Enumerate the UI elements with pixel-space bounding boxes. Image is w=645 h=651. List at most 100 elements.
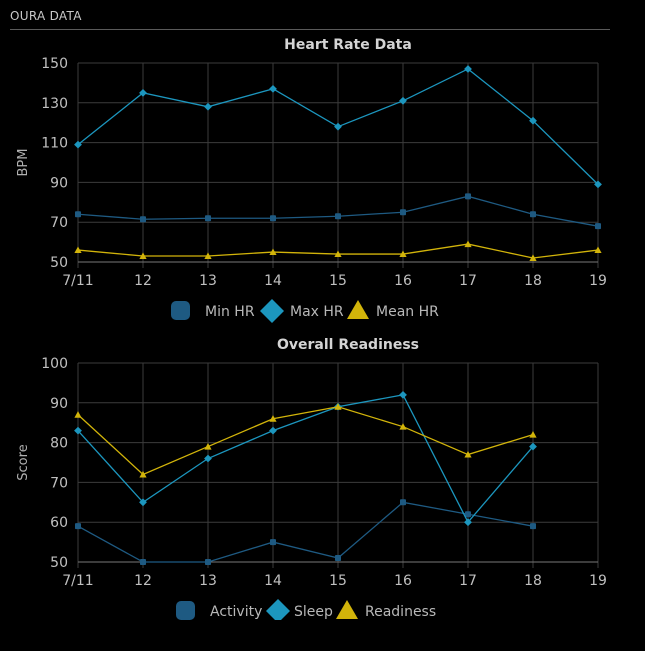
data-point xyxy=(594,246,602,254)
data-point xyxy=(529,442,537,451)
panel-divider xyxy=(10,29,610,30)
data-point xyxy=(139,498,147,507)
y-tick-label: 60 xyxy=(50,515,68,531)
data-point xyxy=(204,252,212,260)
x-tick-label: 7/11 xyxy=(62,273,93,289)
data-point xyxy=(269,248,277,256)
y-tick-label: 150 xyxy=(41,56,68,72)
data-point xyxy=(74,140,82,149)
y-tick-label: 130 xyxy=(41,96,68,112)
data-point xyxy=(530,523,536,530)
legend-label: Min HR xyxy=(205,304,255,320)
data-point xyxy=(75,523,81,530)
data-point xyxy=(334,250,342,258)
data-point xyxy=(205,559,211,565)
data-point xyxy=(139,252,147,260)
x-tick-label: 14 xyxy=(264,273,282,289)
data-point xyxy=(139,88,147,97)
data-point xyxy=(399,96,407,105)
x-tick-label: 17 xyxy=(459,273,477,289)
chart-title: Overall Readiness xyxy=(277,337,419,353)
data-point xyxy=(205,215,211,222)
data-point xyxy=(270,215,276,222)
x-tick-label: 19 xyxy=(589,573,607,589)
legend-square-icon xyxy=(171,301,190,320)
series-line-readiness xyxy=(77,406,534,476)
y-axis-label: Score xyxy=(16,444,31,480)
x-tick-label: 18 xyxy=(524,573,542,589)
x-tick-label: 13 xyxy=(199,273,217,289)
y-tick-label: 90 xyxy=(50,175,68,191)
data-point xyxy=(465,193,471,200)
data-point xyxy=(529,116,537,125)
legend-label: Sleep xyxy=(294,604,333,620)
data-point xyxy=(335,555,341,562)
data-point xyxy=(464,518,472,527)
data-point xyxy=(74,411,82,418)
legend-label: Mean HR xyxy=(376,304,439,320)
data-point xyxy=(399,390,407,399)
data-point xyxy=(204,102,212,111)
x-tick-label: 15 xyxy=(329,573,347,589)
y-tick-label: 80 xyxy=(50,436,68,452)
x-tick-label: 14 xyxy=(264,573,282,589)
data-point xyxy=(269,84,277,93)
panel-title: OURA DATA xyxy=(10,9,82,23)
data-point xyxy=(140,559,146,565)
x-tick-label: 12 xyxy=(134,273,152,289)
series-line-activity xyxy=(77,501,534,563)
data-point xyxy=(529,254,537,262)
x-tick-label: 13 xyxy=(199,573,217,589)
y-tick-label: 100 xyxy=(41,356,68,372)
data-point xyxy=(399,423,407,430)
data-point xyxy=(74,426,82,435)
y-tick-label: 90 xyxy=(50,396,68,412)
data-point xyxy=(464,240,472,248)
legend-diamond-icon xyxy=(266,599,290,620)
y-tick-label: 110 xyxy=(41,136,68,152)
x-tick-label: 16 xyxy=(394,273,412,289)
data-point xyxy=(464,65,472,73)
data-point xyxy=(529,431,537,438)
chart-title: Heart Rate Data xyxy=(284,37,412,53)
data-point xyxy=(269,426,277,435)
x-tick-label: 12 xyxy=(134,573,152,589)
data-point xyxy=(74,246,82,254)
y-tick-label: 70 xyxy=(50,215,68,231)
x-tick-label: 7/11 xyxy=(62,573,93,589)
y-tick-label: 50 xyxy=(50,255,68,271)
legend-label: Max HR xyxy=(290,304,344,320)
data-point xyxy=(75,211,81,218)
legend-label: Activity xyxy=(210,604,262,620)
data-point xyxy=(530,211,536,218)
data-point xyxy=(465,511,471,518)
heart-rate-chart: Heart Rate Data 50 70 90 110 130 150 7/11 12 13 14… xyxy=(16,37,607,323)
y-axis-label: BPM xyxy=(16,149,31,177)
data-point xyxy=(335,213,341,220)
data-point xyxy=(270,539,276,546)
data-point xyxy=(334,403,342,410)
x-tick-label: 18 xyxy=(524,273,542,289)
legend-triangle-icon xyxy=(347,300,369,319)
data-point xyxy=(139,470,147,478)
legend-triangle-icon xyxy=(336,600,358,619)
data-point xyxy=(204,442,212,450)
legend-label: Readiness xyxy=(365,604,436,620)
data-point xyxy=(204,454,212,463)
readiness-chart: Overall Readiness 50 60 70 80 90 100 7/11 12 13 14… xyxy=(16,337,607,620)
data-point xyxy=(594,180,602,189)
data-point xyxy=(464,450,472,458)
data-point xyxy=(140,216,146,223)
data-point xyxy=(595,223,601,230)
y-tick-label: 50 xyxy=(50,555,68,571)
legend-diamond-icon xyxy=(260,299,284,323)
data-point xyxy=(399,250,407,258)
x-tick-label: 16 xyxy=(394,573,412,589)
data-point xyxy=(269,415,277,422)
x-tick-label: 15 xyxy=(329,273,347,289)
x-tick-label: 17 xyxy=(459,573,477,589)
x-tick-label: 19 xyxy=(589,273,607,289)
data-point xyxy=(400,209,406,216)
data-point xyxy=(400,499,406,506)
